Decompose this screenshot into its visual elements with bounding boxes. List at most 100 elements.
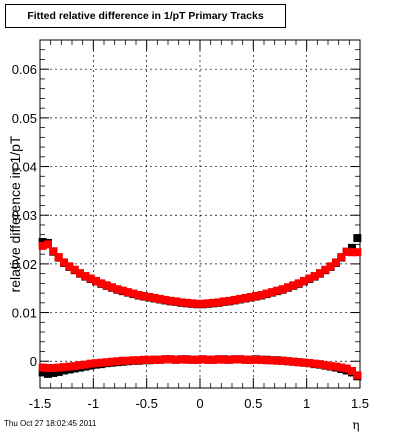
y-tick-label: 0 [30, 354, 37, 369]
data-point [326, 362, 335, 371]
grid [40, 40, 360, 388]
data-point [321, 265, 330, 274]
data-point [225, 296, 234, 305]
y-tick-label: 0.06 [12, 62, 37, 77]
data-point [70, 362, 79, 371]
data-point [220, 355, 228, 364]
data-point [86, 359, 95, 368]
data-point [150, 355, 159, 364]
data-point [134, 291, 143, 300]
data-point [38, 363, 47, 372]
data-point [65, 362, 74, 371]
y-tick-label: 0.05 [12, 111, 37, 126]
data-point [225, 355, 234, 364]
data-point [193, 299, 202, 308]
data-point [156, 294, 164, 303]
data-point [145, 292, 154, 301]
data-point [300, 276, 308, 285]
data-point [81, 272, 90, 281]
data-point [182, 298, 191, 307]
data-point [268, 356, 276, 365]
data-point [124, 288, 132, 297]
x-tick-label: -1 [88, 396, 100, 411]
data-point [348, 243, 356, 252]
series-red-3 [38, 355, 362, 380]
data-point [198, 299, 207, 308]
data-point [337, 363, 346, 372]
data-point [140, 355, 148, 364]
data-point [348, 366, 356, 375]
data-point [44, 369, 52, 378]
x-tick-labels: -1.5 -1 -0.5 0 0.5 1 1.5 [29, 396, 369, 411]
data-point [273, 286, 282, 295]
data-point [262, 289, 271, 298]
data-point [161, 355, 170, 364]
data-point [172, 355, 180, 364]
data-point [76, 269, 84, 278]
data-point [113, 357, 122, 366]
data-point [102, 358, 111, 367]
timestamp: Thu Oct 27 18:02:45 2011 [4, 419, 97, 428]
data-point [97, 279, 106, 288]
data-point [113, 285, 122, 294]
data-point [209, 298, 218, 307]
data-point [60, 258, 68, 267]
data-point [348, 248, 356, 257]
data-point [273, 356, 282, 365]
data-point [284, 283, 292, 292]
data-point [241, 293, 250, 302]
x-tick-label: -1.5 [29, 396, 51, 411]
data-point [172, 297, 180, 306]
data-point [236, 355, 244, 364]
data-point [230, 295, 239, 304]
data-point [44, 364, 52, 373]
data-point [342, 247, 351, 256]
data-point [177, 298, 186, 307]
data-point [289, 357, 298, 366]
data-point [124, 356, 132, 365]
x-tick-label: 1 [303, 396, 310, 411]
data-point [188, 299, 196, 308]
data-point [305, 274, 314, 283]
data-point [289, 281, 298, 290]
data-point [236, 294, 244, 303]
data-point [316, 269, 324, 278]
data-point [332, 362, 340, 371]
data-point [54, 363, 63, 372]
data-point [92, 359, 100, 368]
data-point [108, 357, 116, 366]
data-point [150, 293, 159, 302]
y-tick-label: 0.04 [12, 160, 37, 175]
data-point [140, 292, 148, 301]
data-point [156, 355, 164, 364]
data-points [38, 234, 362, 381]
data-point [161, 295, 170, 304]
y-tick-labels: 0 0.01 0.02 0.03 0.04 0.05 0.06 [12, 62, 37, 369]
x-tick-label: -0.5 [135, 396, 157, 411]
data-point [76, 361, 84, 370]
x-tick-label: 0 [196, 396, 203, 411]
data-point [310, 272, 319, 281]
data-point [182, 355, 191, 364]
data-point [38, 241, 47, 250]
data-point [246, 292, 255, 301]
y-tick-label: 0.03 [12, 208, 37, 223]
data-point [294, 358, 303, 367]
data-point [60, 363, 68, 372]
data-point [262, 356, 271, 365]
series-red-2 [38, 240, 362, 308]
data-point [209, 355, 218, 364]
data-point [300, 358, 308, 367]
data-point [129, 289, 138, 298]
data-point [342, 364, 351, 373]
x-axis-label: η [352, 418, 359, 432]
data-point [188, 355, 196, 364]
data-point [92, 276, 100, 285]
data-point [97, 358, 106, 367]
data-point [86, 274, 95, 283]
data-point [108, 283, 116, 292]
data-point [310, 359, 319, 368]
data-point [337, 253, 346, 262]
data-point [166, 296, 175, 305]
